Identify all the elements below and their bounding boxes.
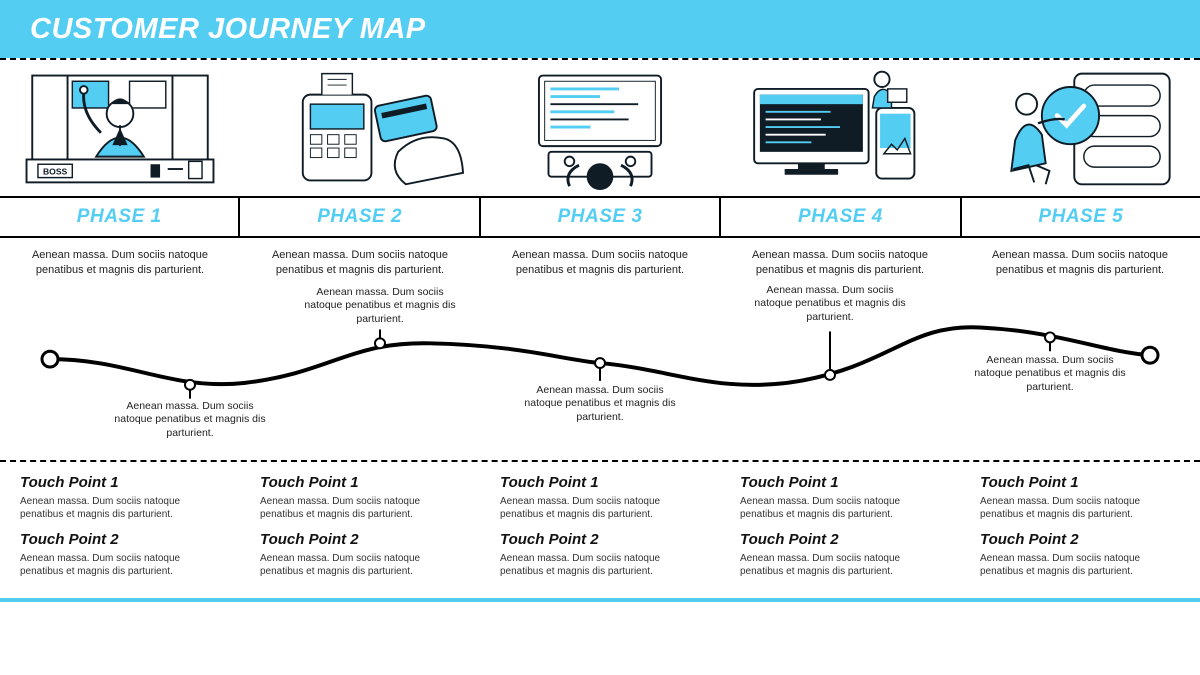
tp-text: Aenean massa. Dum sociis natoque penatib… bbox=[260, 552, 460, 578]
phase-desc: Aenean massa. Dum sociis natoque penatib… bbox=[240, 248, 480, 278]
wave-note: Aenean massa. Dum sociis natoque penatib… bbox=[300, 286, 460, 327]
journey-wave: Aenean massa. Dum sociis natoque penatib… bbox=[0, 282, 1200, 462]
tp-text: Aenean massa. Dum sociis natoque penatib… bbox=[740, 552, 940, 578]
phase-cell: PHASE 5 bbox=[962, 198, 1200, 236]
header-bar: CUSTOMER JOURNEY MAP bbox=[0, 0, 1200, 58]
phase-cell: PHASE 4 bbox=[721, 198, 961, 236]
tp-title: Touch Point 1 bbox=[740, 474, 940, 491]
tp-text: Aenean massa. Dum sociis natoque penatib… bbox=[500, 495, 700, 521]
tp-title: Touch Point 2 bbox=[980, 531, 1180, 548]
phase-label: PHASE 2 bbox=[317, 206, 402, 228]
tp-title: Touch Point 2 bbox=[260, 531, 460, 548]
phase-label: PHASE 1 bbox=[77, 206, 162, 228]
tp-text: Aenean massa. Dum sociis natoque penatib… bbox=[20, 495, 220, 521]
phase-desc: Aenean massa. Dum sociis natoque penatib… bbox=[480, 248, 720, 278]
phase-cell: PHASE 2 bbox=[240, 198, 480, 236]
touchpoint-row: Touch Point 1 Aenean massa. Dum sociis n… bbox=[0, 462, 1200, 602]
touch-cell: Touch Point 1 Aenean massa. Dum sociis n… bbox=[240, 474, 480, 588]
tp-text: Aenean massa. Dum sociis natoque penatib… bbox=[740, 495, 940, 521]
illust-payment bbox=[240, 60, 480, 196]
tp-text: Aenean massa. Dum sociis natoque penatib… bbox=[20, 552, 220, 578]
touch-cell: Touch Point 1 Aenean massa. Dum sociis n… bbox=[960, 474, 1200, 588]
illust-checklist bbox=[960, 60, 1200, 196]
page-title: CUSTOMER JOURNEY MAP bbox=[30, 13, 426, 46]
phase-label: PHASE 5 bbox=[1038, 206, 1123, 228]
touch-cell: Touch Point 1 Aenean massa. Dum sociis n… bbox=[0, 474, 240, 588]
tp-title: Touch Point 1 bbox=[260, 474, 460, 491]
phase-label: PHASE 4 bbox=[798, 206, 883, 228]
tp-title: Touch Point 2 bbox=[20, 531, 220, 548]
phase-desc: Aenean massa. Dum sociis natoque penatib… bbox=[960, 248, 1200, 278]
tp-text: Aenean massa. Dum sociis natoque penatib… bbox=[260, 495, 460, 521]
tp-text: Aenean massa. Dum sociis natoque penatib… bbox=[500, 552, 700, 578]
phase-row: PHASE 1 PHASE 2 PHASE 3 PHASE 4 PHASE 5 bbox=[0, 198, 1200, 238]
wave-note: Aenean massa. Dum sociis natoque penatib… bbox=[520, 384, 680, 425]
touch-cell: Touch Point 1 Aenean massa. Dum sociis n… bbox=[480, 474, 720, 588]
phase-cell: PHASE 3 bbox=[481, 198, 721, 236]
illustration-row: BOSS bbox=[0, 58, 1200, 198]
tp-text: Aenean massa. Dum sociis natoque penatib… bbox=[980, 552, 1180, 578]
tp-title: Touch Point 2 bbox=[500, 531, 700, 548]
phase-desc: Aenean massa. Dum sociis natoque penatib… bbox=[720, 248, 960, 278]
svg-text:BOSS: BOSS bbox=[43, 167, 68, 177]
tp-title: Touch Point 2 bbox=[740, 531, 940, 548]
wave-note: Aenean massa. Dum sociis natoque penatib… bbox=[970, 354, 1130, 395]
illust-boss: BOSS bbox=[0, 60, 240, 196]
phase-desc: Aenean massa. Dum sociis natoque penatib… bbox=[0, 248, 240, 278]
phase-label: PHASE 3 bbox=[558, 206, 643, 228]
tp-title: Touch Point 1 bbox=[980, 474, 1180, 491]
wave-note: Aenean massa. Dum sociis natoque penatib… bbox=[750, 284, 910, 325]
phase-cell: PHASE 1 bbox=[0, 198, 240, 236]
tp-text: Aenean massa. Dum sociis natoque penatib… bbox=[980, 495, 1180, 521]
illust-devices bbox=[720, 60, 960, 196]
wave-note: Aenean massa. Dum sociis natoque penatib… bbox=[110, 400, 270, 441]
illust-coding-top bbox=[480, 60, 720, 196]
tp-title: Touch Point 1 bbox=[500, 474, 700, 491]
touch-cell: Touch Point 1 Aenean massa. Dum sociis n… bbox=[720, 474, 960, 588]
tp-title: Touch Point 1 bbox=[20, 474, 220, 491]
phase-desc-row: Aenean massa. Dum sociis natoque penatib… bbox=[0, 238, 1200, 282]
